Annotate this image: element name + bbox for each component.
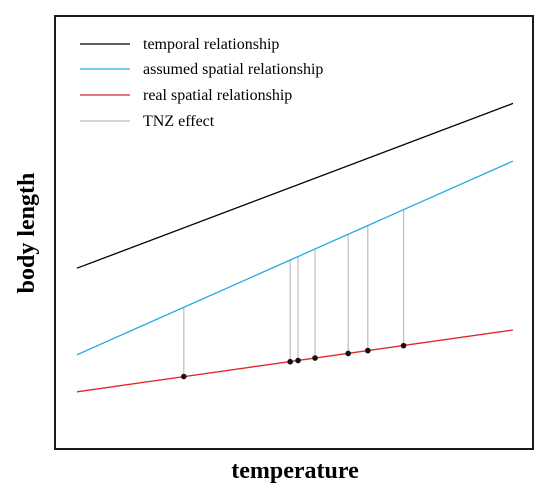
x-axis-label: temperature <box>231 458 359 484</box>
y-axis-label: body length <box>14 173 40 294</box>
data-point-4 <box>312 355 318 361</box>
plot-frame <box>54 15 534 450</box>
plot-area <box>76 102 514 393</box>
legend-label-tnz: TNZ effect <box>143 113 215 130</box>
assumed-spatial-line <box>76 160 514 356</box>
real-spatial-line <box>76 329 514 393</box>
data-point-6 <box>365 347 371 354</box>
data-point-7 <box>400 342 407 349</box>
data-point-2 <box>287 358 294 365</box>
legend-label-assumed: assumed spatial relationship <box>143 61 323 78</box>
legend: temporal relationship assumed spatial re… <box>80 36 323 130</box>
temporal-line <box>76 102 514 269</box>
data-point-3 <box>295 357 301 364</box>
data-point-1 <box>181 373 187 380</box>
data-point-5 <box>345 350 351 357</box>
legend-label-real: real spatial relationship <box>143 87 292 104</box>
legend-label-temporal: temporal relationship <box>143 36 279 53</box>
